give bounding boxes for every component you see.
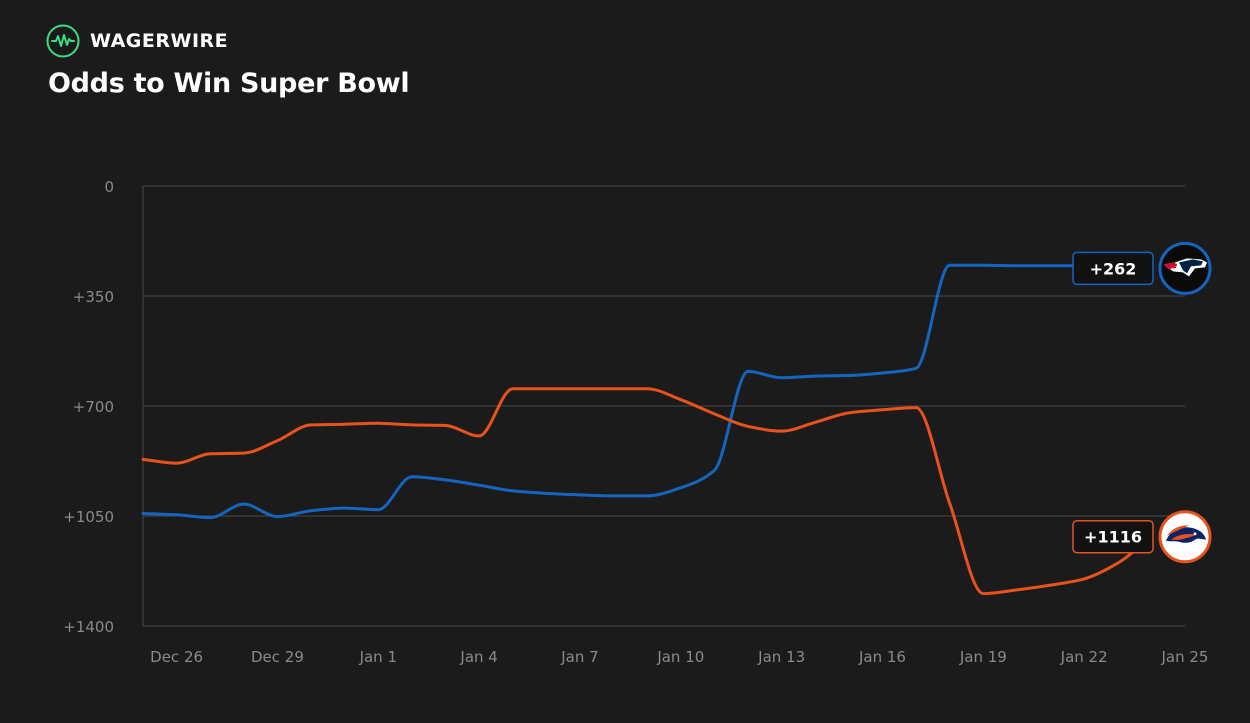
y-tick-label: 0 [104, 178, 114, 196]
series-line-broncos [141, 387, 1153, 596]
end-value-label: +1116 [1084, 528, 1142, 547]
end-value-box [1072, 251, 1154, 286]
end-value-label: +262 [1090, 259, 1137, 278]
x-tick-label: Jan 22 [1060, 648, 1108, 666]
x-tick-label: Jan 10 [656, 648, 704, 666]
x-tick-label: Dec 26 [150, 648, 203, 666]
patriots-logo-hat [1179, 259, 1203, 274]
patriots-logo-flag [1167, 263, 1178, 269]
x-tick-label: Jan 16 [858, 648, 906, 666]
broncos-logo-eye [1193, 532, 1197, 536]
brand: WAGERWIRE [46, 24, 228, 58]
broncos-logo-icon [1166, 525, 1206, 543]
x-tick-label: Jan 7 [560, 648, 598, 666]
x-tick-label: Jan 1 [359, 648, 397, 666]
x-tick-label: Dec 29 [251, 648, 304, 666]
wagerwire-logo-icon [46, 24, 80, 58]
x-tick-label: Jan 25 [1161, 648, 1209, 666]
patriots-logo-icon [1164, 258, 1207, 277]
broncos-logo-mane [1167, 525, 1189, 536]
y-tick-label: +350 [73, 288, 114, 306]
y-tick-label: +1400 [63, 618, 114, 636]
y-tick-label: +1050 [63, 508, 114, 526]
broncos-logo-stripe [1171, 533, 1197, 540]
end-label-patriots: +262 [1072, 241, 1212, 295]
end-label-broncos: +1116 [1072, 510, 1212, 564]
brand-name: WAGERWIRE [90, 30, 229, 52]
page-title: Odds to Win Super Bowl [48, 68, 410, 99]
x-tick-label: Jan 13 [757, 648, 805, 666]
x-tick-label: Jan 4 [459, 648, 497, 666]
x-tick-label: Jan 19 [959, 648, 1007, 666]
series-line-patriots [141, 263, 1153, 520]
end-value-box [1072, 519, 1154, 554]
y-tick-label: +700 [73, 398, 114, 416]
